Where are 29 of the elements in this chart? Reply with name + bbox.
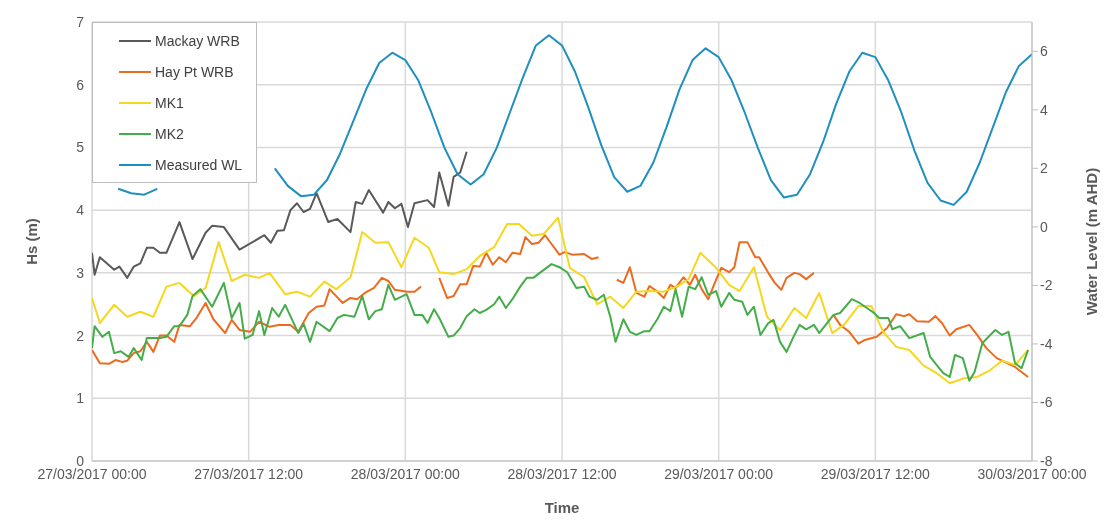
y-tick-label: 6 <box>76 76 85 93</box>
y2-tick-label: 6 <box>1040 43 1048 60</box>
x-tick-label: 29/03/2017 00:00 <box>664 465 774 482</box>
y2-axis-title: Water Level (m AHD) <box>1083 167 1101 316</box>
y2-tick-label: -4 <box>1040 335 1053 352</box>
line-series <box>92 150 468 279</box>
y2-tick-label: 2 <box>1040 160 1048 177</box>
x-tick-label: 28/03/2017 00:00 <box>350 465 461 482</box>
legend-label: Hay Pt WRB <box>155 63 234 80</box>
y2-tick-label: 4 <box>1040 101 1048 118</box>
legend-label: MK2 <box>155 125 184 142</box>
x-tick-label: 27/03/2017 12:00 <box>194 465 304 482</box>
y-tick-label: 2 <box>76 327 85 344</box>
y-axis-title: Hs (m) <box>23 218 41 265</box>
x-axis-title: Time <box>544 499 580 516</box>
line-series <box>92 263 1030 382</box>
legend-label: Mackay WRB <box>155 32 240 49</box>
legend-label: MK1 <box>155 94 184 111</box>
y2-tick-label: -6 <box>1040 394 1053 411</box>
y-tick-label: 7 <box>76 13 85 30</box>
y-tick-label: 4 <box>76 202 85 219</box>
y-tick-label: 5 <box>76 139 85 156</box>
y-tick-label: 3 <box>76 264 85 281</box>
x-tick-label: 28/03/2017 12:00 <box>507 465 617 482</box>
y-tick-label: 1 <box>76 390 85 407</box>
y2-tick-label: 0 <box>1040 218 1048 235</box>
y2-tick-label: -2 <box>1040 277 1053 294</box>
legend-label: Measured WL <box>155 156 243 173</box>
x-tick-label: 29/03/2017 12:00 <box>820 465 931 482</box>
